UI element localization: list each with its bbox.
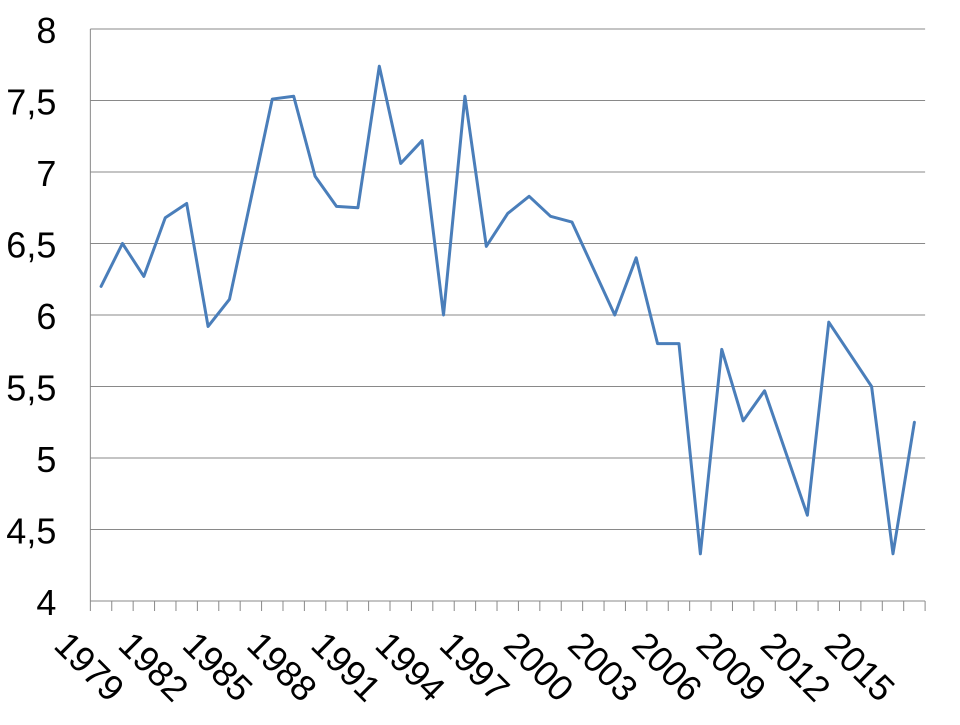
- svg-text:1979: 1979: [47, 624, 133, 710]
- svg-text:1997: 1997: [432, 624, 518, 710]
- svg-text:4: 4: [36, 582, 56, 623]
- svg-text:1985: 1985: [175, 624, 261, 710]
- svg-text:1988: 1988: [239, 624, 325, 710]
- svg-text:1982: 1982: [111, 624, 197, 710]
- svg-text:7: 7: [36, 153, 56, 194]
- svg-text:8: 8: [36, 10, 56, 51]
- svg-text:5: 5: [36, 439, 56, 480]
- svg-text:2006: 2006: [625, 624, 711, 710]
- svg-text:6,5: 6,5: [6, 225, 56, 266]
- svg-text:2009: 2009: [689, 624, 775, 710]
- svg-text:6: 6: [36, 296, 56, 337]
- svg-text:1994: 1994: [368, 624, 454, 710]
- svg-text:2003: 2003: [560, 624, 646, 710]
- svg-text:2015: 2015: [817, 624, 903, 710]
- svg-text:4,5: 4,5: [6, 511, 56, 552]
- svg-text:7,5: 7,5: [6, 82, 56, 123]
- svg-text:1991: 1991: [304, 624, 390, 710]
- svg-text:5,5: 5,5: [6, 368, 56, 409]
- svg-text:2012: 2012: [753, 624, 839, 710]
- svg-text:2000: 2000: [496, 624, 582, 710]
